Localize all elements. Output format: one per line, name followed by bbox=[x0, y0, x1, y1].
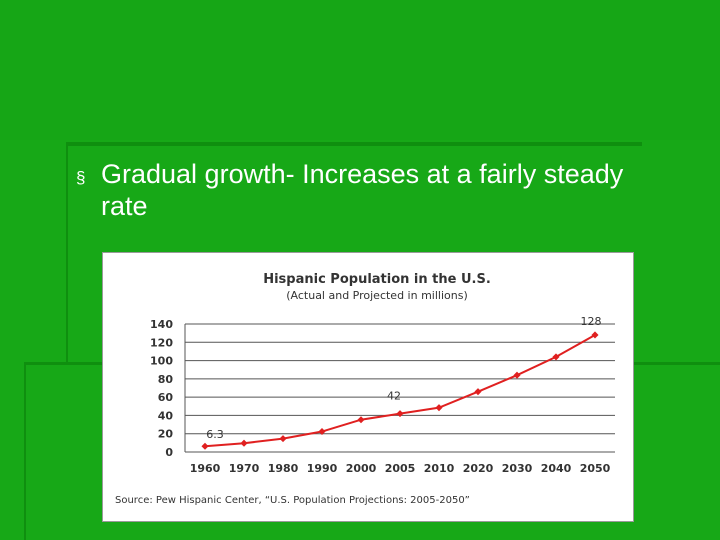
data-point bbox=[240, 439, 248, 447]
y-tick-label: 100 bbox=[150, 355, 173, 368]
chart-subtitle: (Actual and Projected in millions) bbox=[286, 289, 468, 302]
x-tick-label: 2005 bbox=[385, 462, 416, 475]
x-tick-label: 2000 bbox=[346, 462, 377, 475]
data-point bbox=[552, 353, 560, 361]
chart-title: Hispanic Population in the U.S. bbox=[263, 272, 491, 287]
y-tick-label: 0 bbox=[165, 446, 173, 459]
x-tick-label: 2040 bbox=[541, 462, 572, 475]
header-band bbox=[0, 0, 720, 140]
data-point bbox=[201, 442, 209, 450]
data-label: 128 bbox=[581, 315, 602, 328]
x-tick-label: 2050 bbox=[580, 462, 611, 475]
x-tick-label: 2010 bbox=[424, 462, 455, 475]
x-tick-label: 2030 bbox=[502, 462, 533, 475]
chart-frame: Hispanic Population in the U.S. (Actual … bbox=[102, 252, 634, 522]
data-point bbox=[357, 416, 365, 424]
y-tick-label: 60 bbox=[158, 391, 174, 404]
data-point bbox=[318, 427, 326, 436]
data-point bbox=[435, 404, 443, 412]
line-chart: Hispanic Population in the U.S. (Actual … bbox=[115, 272, 615, 506]
y-tick-label: 120 bbox=[150, 336, 173, 349]
decor-line-left bbox=[66, 146, 68, 362]
data-point bbox=[279, 435, 287, 443]
chart-source: Source: Pew Hispanic Center, “U.S. Popul… bbox=[115, 495, 470, 506]
x-tick-label: 1970 bbox=[229, 462, 260, 475]
x-tick-label: 2020 bbox=[463, 462, 494, 475]
grid-layer bbox=[184, 323, 615, 453]
bullet-text: Gradual growth- Increases at a fairly st… bbox=[101, 159, 624, 221]
data-point bbox=[396, 410, 404, 418]
x-tick-label: 1960 bbox=[190, 462, 221, 475]
x-tick-label: 1980 bbox=[268, 462, 299, 475]
label-layer: 6.3 42 128 bbox=[206, 315, 601, 441]
y-tick-label: 40 bbox=[158, 409, 174, 422]
y-tick-label: 140 bbox=[150, 318, 173, 331]
x-tick-label: 1990 bbox=[307, 462, 338, 475]
data-point bbox=[591, 331, 599, 339]
data-point bbox=[513, 371, 521, 379]
data-label: 42 bbox=[387, 390, 401, 403]
series-layer bbox=[201, 331, 599, 450]
data-point bbox=[474, 388, 482, 396]
bullet-item: § Gradual growth- Increases at a fairly … bbox=[76, 158, 636, 222]
y-tick-label: 80 bbox=[158, 373, 174, 386]
decor-line-top bbox=[66, 142, 642, 146]
y-tick-label: 20 bbox=[158, 428, 174, 441]
decor-line-lower bbox=[24, 365, 26, 540]
bullet-marker: § bbox=[76, 168, 86, 187]
data-label: 6.3 bbox=[206, 428, 224, 441]
